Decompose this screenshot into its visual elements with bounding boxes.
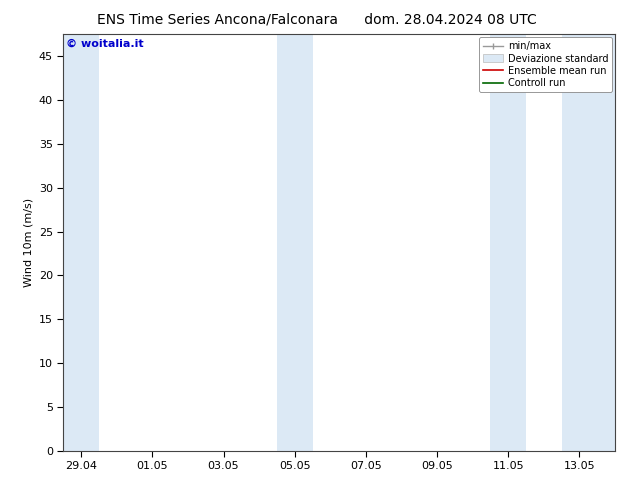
Bar: [491, 34, 526, 451]
Y-axis label: Wind 10m (m/s): Wind 10m (m/s): [23, 198, 34, 287]
Text: ENS Time Series Ancona/Falconara      dom. 28.04.2024 08 UTC: ENS Time Series Ancona/Falconara dom. 28…: [97, 12, 537, 26]
Bar: [277, 34, 313, 451]
Bar: [562, 34, 615, 451]
Bar: [63, 34, 99, 451]
Legend: min/max, Deviazione standard, Ensemble mean run, Controll run: min/max, Deviazione standard, Ensemble m…: [479, 37, 612, 92]
Text: © woitalia.it: © woitalia.it: [66, 38, 144, 49]
